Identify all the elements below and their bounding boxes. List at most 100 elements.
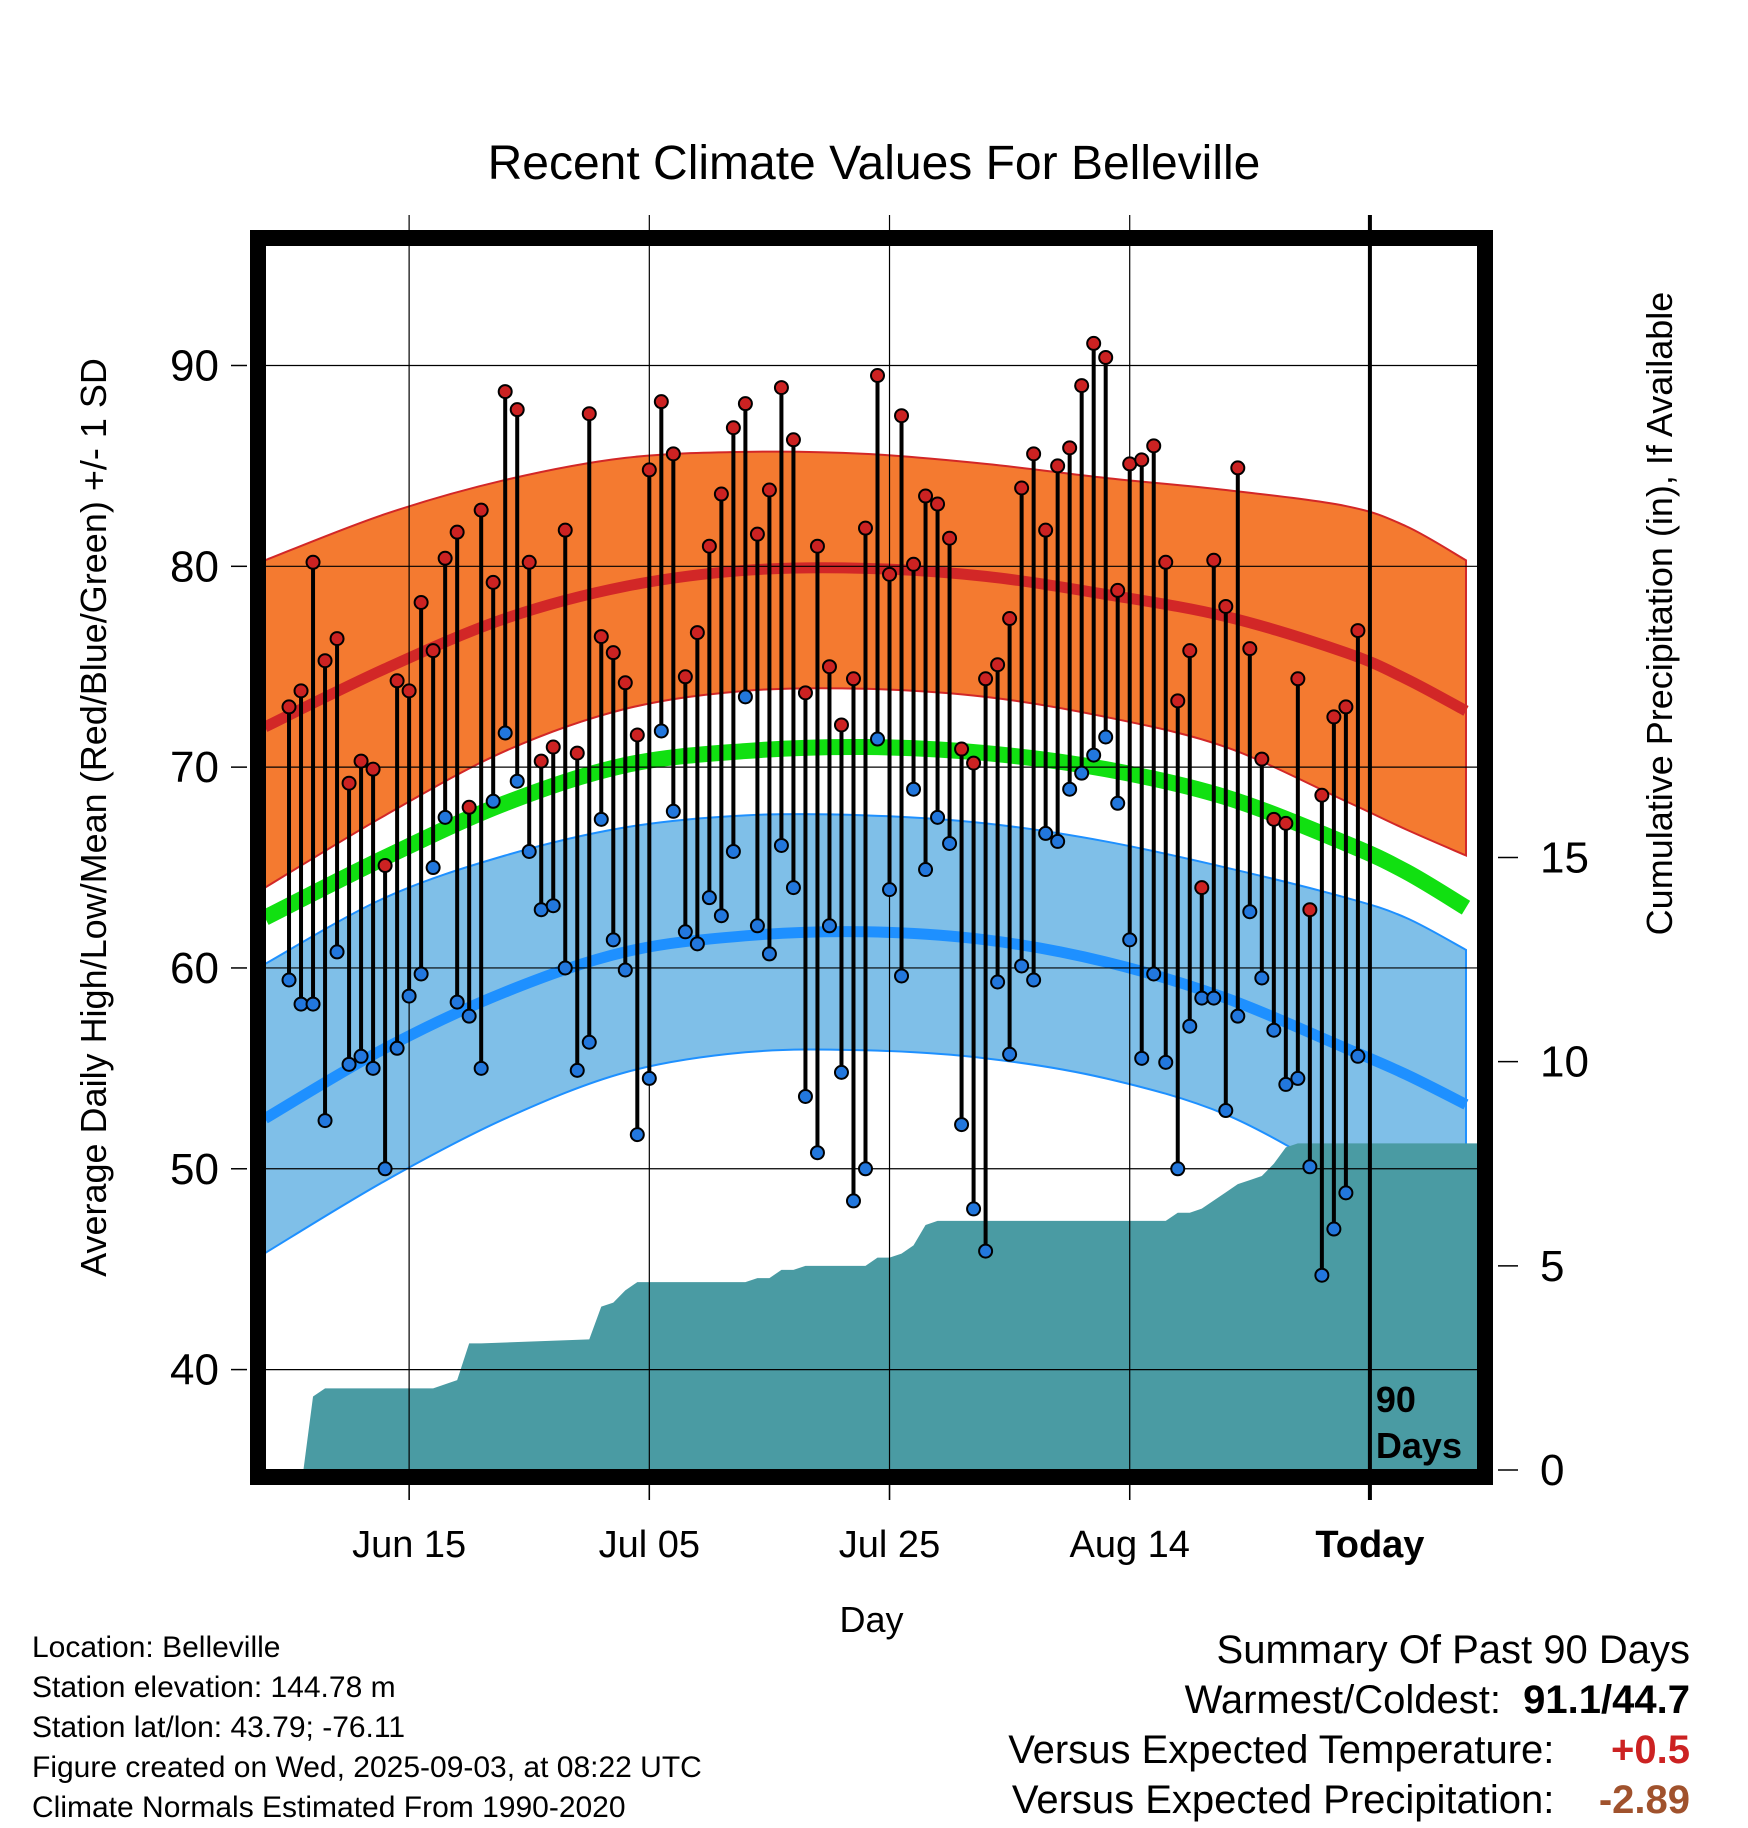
y-tick-label: 90 — [170, 341, 219, 390]
low-point — [665, 803, 681, 819]
high-point — [1254, 751, 1270, 767]
low-point — [978, 1243, 994, 1259]
low-point — [473, 1060, 489, 1076]
summary-heading: Summary Of Past 90 Days — [1216, 1628, 1690, 1672]
high-point — [857, 520, 873, 536]
low-point — [773, 837, 789, 853]
summary-panel: Summary Of Past 90 Days Warmest/Coldest:… — [1008, 1625, 1690, 1825]
high-point — [305, 554, 321, 570]
high-point — [1302, 902, 1318, 918]
low-point — [1242, 904, 1258, 920]
high-point — [293, 683, 309, 699]
low-point — [1014, 958, 1030, 974]
high-point — [521, 554, 537, 570]
low-point — [725, 843, 741, 859]
warm-cold-value: 91.1/44.7 — [1523, 1678, 1690, 1722]
high-point — [1338, 699, 1354, 715]
low-point — [1254, 970, 1270, 986]
high-point — [1350, 623, 1366, 639]
low-point — [1350, 1048, 1366, 1064]
low-point — [966, 1201, 982, 1217]
high-point — [942, 530, 958, 546]
high-point — [569, 745, 585, 761]
created-text: Figure created on Wed, 2025-09-03, at 08… — [32, 1751, 702, 1784]
high-point — [773, 380, 789, 396]
low-point — [305, 996, 321, 1012]
low-point — [605, 932, 621, 948]
high-point — [701, 538, 717, 554]
low-point — [581, 1034, 597, 1050]
high-point — [581, 406, 597, 422]
low-point — [1134, 1050, 1150, 1066]
high-point — [1278, 815, 1294, 831]
low-point — [857, 1161, 873, 1177]
low-point — [918, 862, 934, 878]
high-point — [845, 671, 861, 687]
low-point — [377, 1161, 393, 1177]
y2-tick-label: 10 — [1540, 1038, 1589, 1087]
low-point — [870, 731, 886, 747]
high-point — [930, 496, 946, 512]
high-point — [329, 631, 345, 647]
daily-stems — [287, 343, 1360, 1276]
low-point — [1038, 825, 1054, 841]
high-point — [1014, 480, 1030, 496]
axis-ticks: 40 50 60 70 80 90 0 5 10 15 Jun 15 Jul 05 Jul 25 Aug … — [170, 341, 1589, 1566]
low-point — [1074, 765, 1090, 781]
high-point — [761, 482, 777, 498]
high-point — [641, 462, 657, 478]
x-tick-label: Aug 14 — [1069, 1524, 1189, 1566]
y2-tick-label: 5 — [1540, 1242, 1564, 1291]
high-point — [1158, 554, 1174, 570]
high-point — [737, 396, 753, 412]
y2-tick-label: 15 — [1540, 834, 1589, 883]
today-label-line1: 90 — [1376, 1379, 1416, 1420]
low-point — [1290, 1070, 1306, 1086]
y-tick-label: 40 — [170, 1346, 219, 1395]
high-point — [557, 522, 573, 538]
high-point — [653, 394, 669, 410]
high-point — [918, 488, 934, 504]
low-point — [353, 1048, 369, 1064]
high-point — [509, 402, 525, 418]
high-point — [449, 524, 465, 540]
plot-border — [250, 230, 1493, 1485]
normals-text: Climate Normals Estimated From 1990-2020 — [32, 1791, 626, 1824]
high-point — [677, 669, 693, 685]
high-point — [341, 775, 357, 791]
high-point — [485, 574, 501, 590]
low-point — [485, 793, 501, 809]
elevation-text: Station elevation: 144.78 m — [32, 1671, 396, 1704]
x-tick-label: Today — [1315, 1524, 1424, 1566]
high-normal-line — [265, 562, 1469, 732]
low-point — [845, 1193, 861, 1209]
low-point — [1302, 1159, 1318, 1175]
latlon-text: Station lat/lon: 43.79; -76.11 — [32, 1711, 406, 1744]
x-tick-label: Jun 15 — [352, 1524, 466, 1566]
low-point — [1266, 1022, 1282, 1038]
x-tick-label: Jul 05 — [599, 1524, 700, 1566]
low-point — [1146, 966, 1162, 982]
warm-cold-label: Warmest/Coldest: — [1184, 1678, 1501, 1722]
low-point — [894, 968, 910, 984]
low-point — [1086, 747, 1102, 763]
low-point — [617, 962, 633, 978]
low-point — [737, 689, 753, 705]
high-point — [533, 753, 549, 769]
high-point — [317, 653, 333, 669]
low-point — [1278, 1076, 1294, 1092]
low-point — [437, 809, 453, 825]
low-point — [809, 1145, 825, 1161]
high-point — [833, 717, 849, 733]
y-tick-label: 50 — [170, 1145, 219, 1194]
low-point — [1314, 1267, 1330, 1283]
high-point — [1002, 611, 1018, 627]
high-point — [785, 432, 801, 448]
low-point — [341, 1056, 357, 1072]
low-point — [689, 936, 705, 952]
high-point — [1098, 349, 1114, 365]
low-point — [401, 988, 417, 1004]
low-point — [653, 723, 669, 739]
high-point — [461, 799, 477, 815]
